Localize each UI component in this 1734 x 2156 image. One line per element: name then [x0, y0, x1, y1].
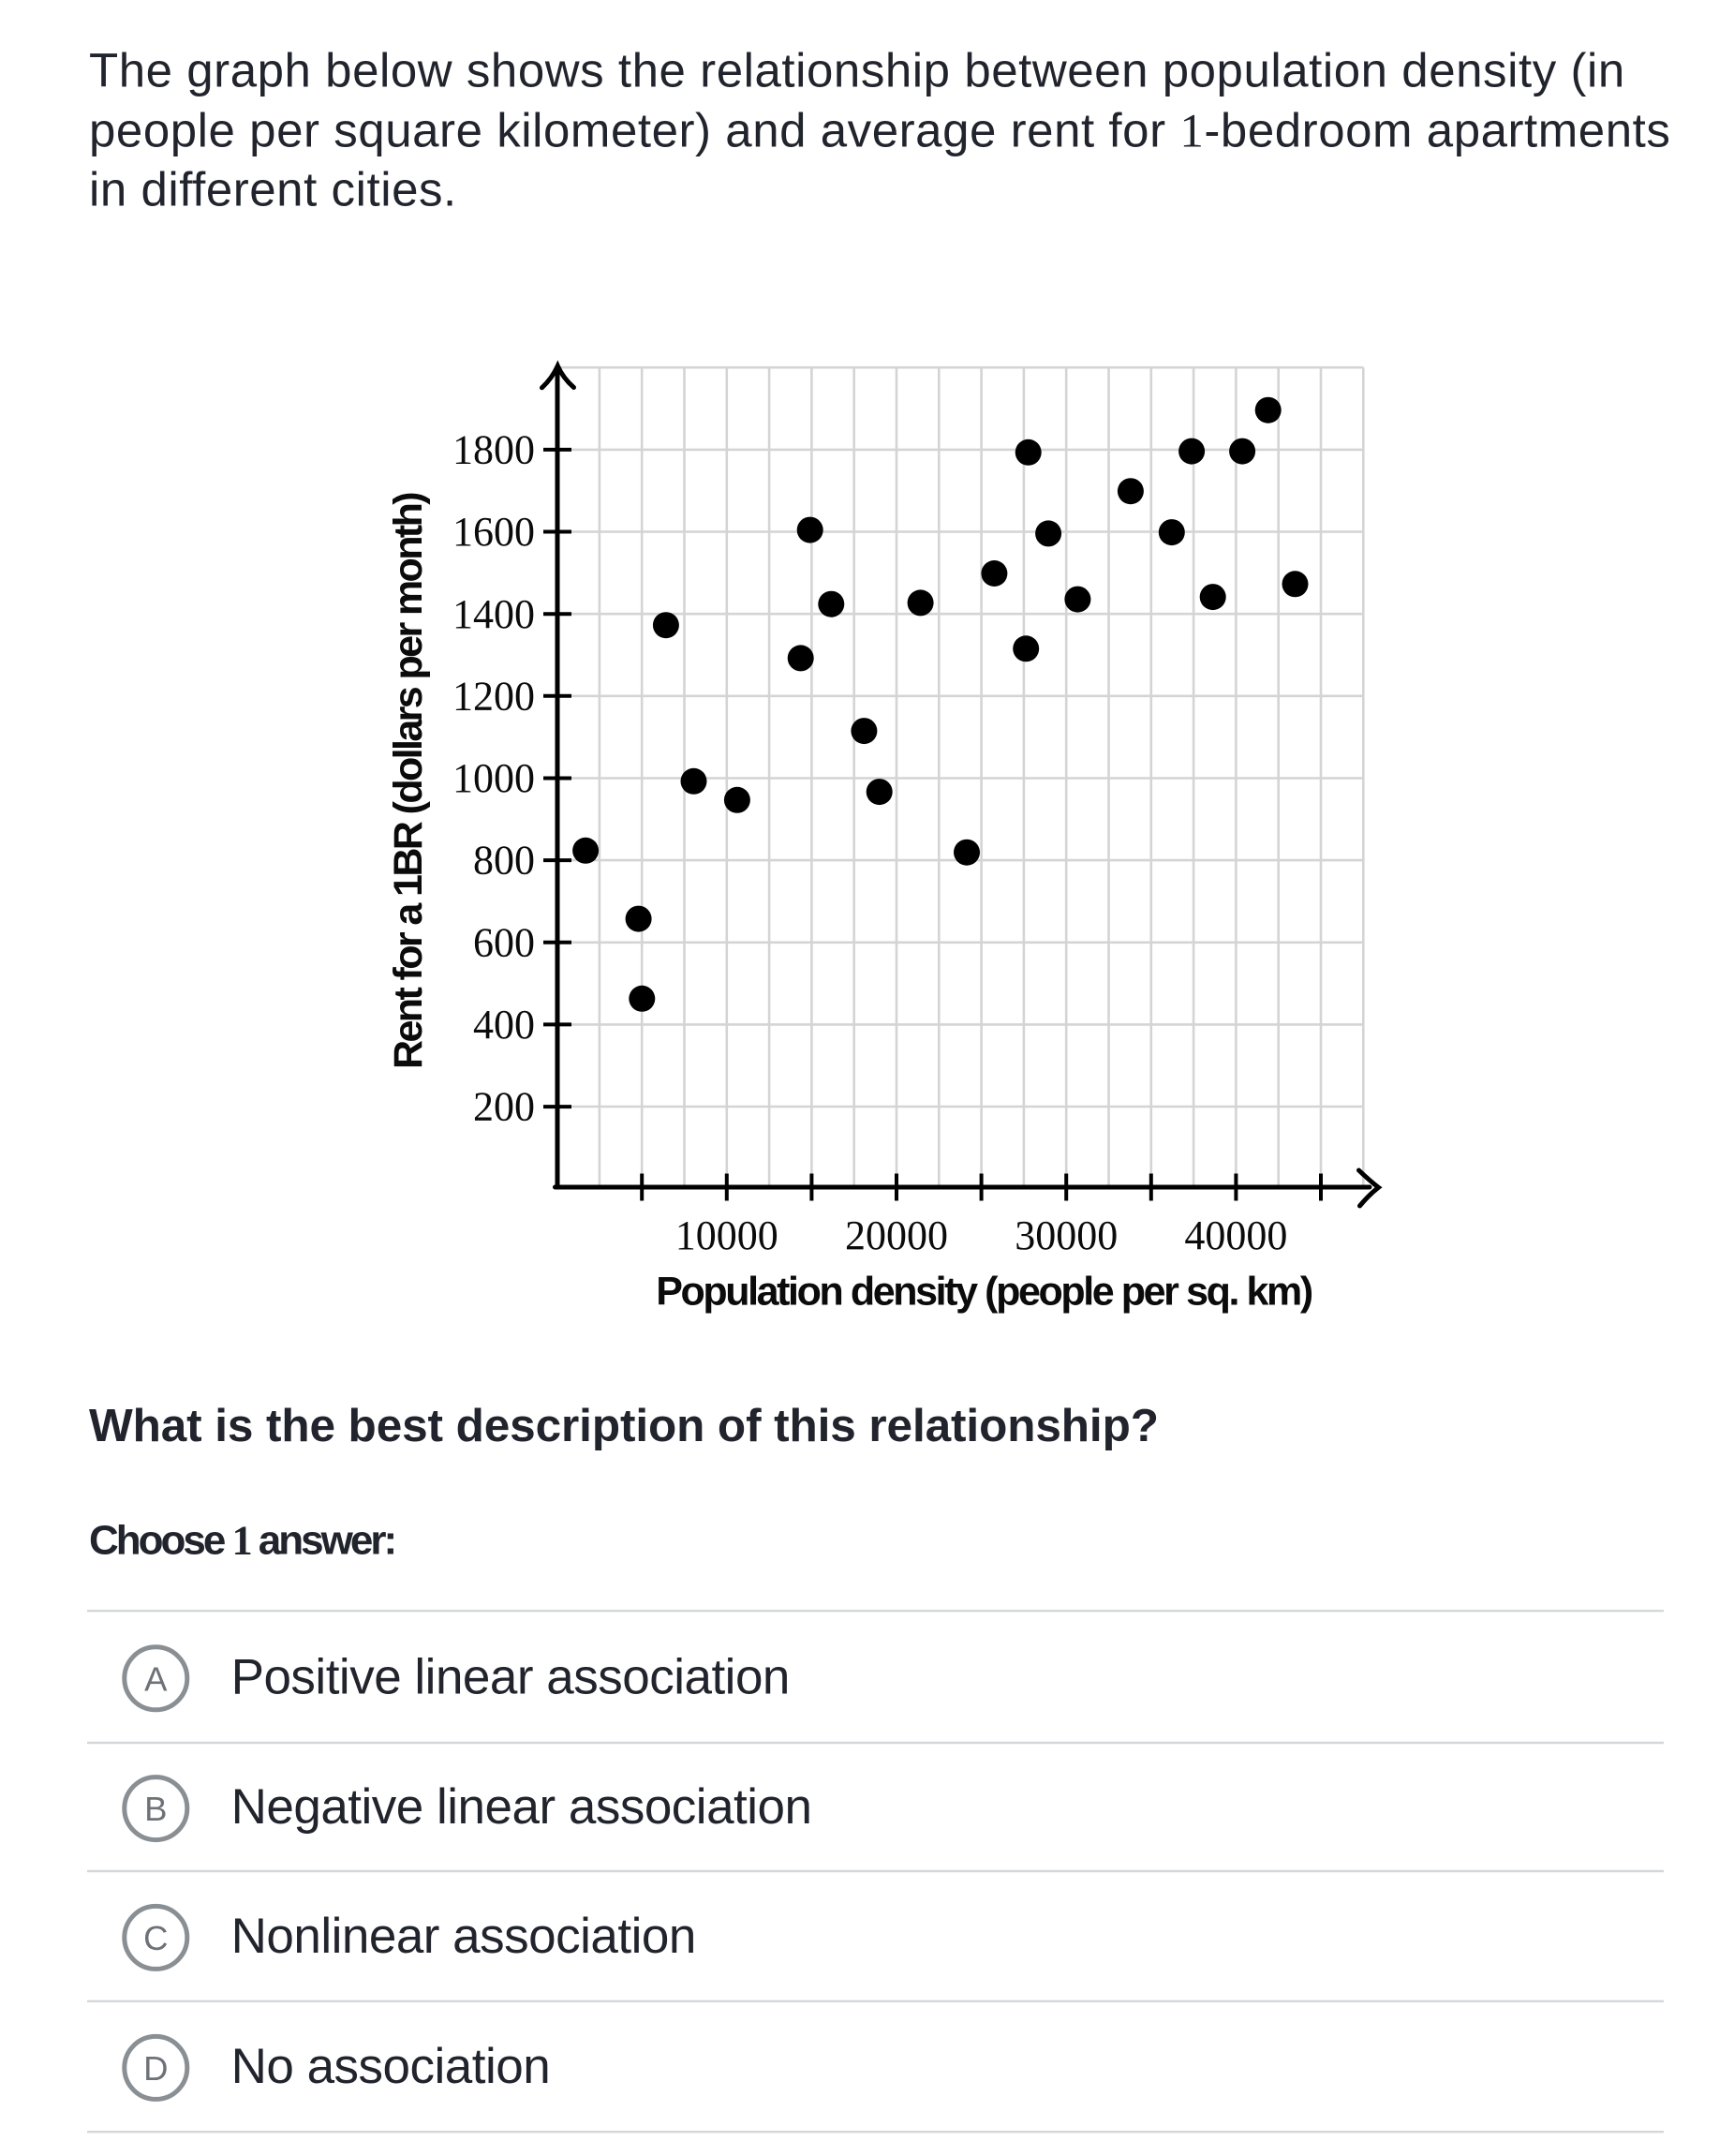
svg-text:1400: 1400: [452, 591, 535, 637]
svg-text:40000: 40000: [1184, 1212, 1287, 1258]
svg-text:No association: No association: [231, 2039, 551, 2094]
svg-text:D: D: [143, 2049, 168, 2088]
svg-text:200: 200: [473, 1084, 535, 1130]
svg-text:1200: 1200: [452, 673, 535, 719]
svg-text:What is the best description o: What is the best description of this rel…: [89, 1400, 1159, 1451]
svg-text:800: 800: [473, 838, 535, 884]
svg-text:Negative linear association: Negative linear association: [231, 1779, 812, 1835]
svg-text:people per square kilometer) a: people per square kilometer) and average…: [89, 103, 1670, 157]
svg-text:Nonlinear association: Nonlinear association: [231, 1909, 696, 1964]
svg-text:in different cities.: in different cities.: [89, 163, 457, 216]
svg-text:600: 600: [473, 919, 535, 965]
svg-text:400: 400: [473, 1002, 535, 1048]
svg-text:Population density (people per: Population density (people per sq. km): [656, 1270, 1312, 1315]
svg-text:A: A: [144, 1659, 168, 1698]
svg-text:The graph below shows the rela: The graph below shows the relationship b…: [89, 44, 1625, 97]
svg-text:B: B: [144, 1790, 167, 1828]
svg-text:Choose 1 answer:: Choose 1 answer:: [89, 1518, 394, 1564]
svg-text:30000: 30000: [1015, 1212, 1118, 1258]
svg-text:1800: 1800: [452, 427, 535, 473]
svg-text:Rent for a 1BR (dollars per mo: Rent for a 1BR (dollars per month): [386, 493, 431, 1069]
svg-text:Positive linear association: Positive linear association: [231, 1649, 790, 1704]
svg-text:C: C: [143, 1919, 168, 1957]
svg-text:1000: 1000: [452, 755, 535, 801]
svg-text:1600: 1600: [452, 509, 535, 555]
svg-text:10000: 10000: [675, 1212, 778, 1258]
svg-text:20000: 20000: [845, 1212, 948, 1258]
